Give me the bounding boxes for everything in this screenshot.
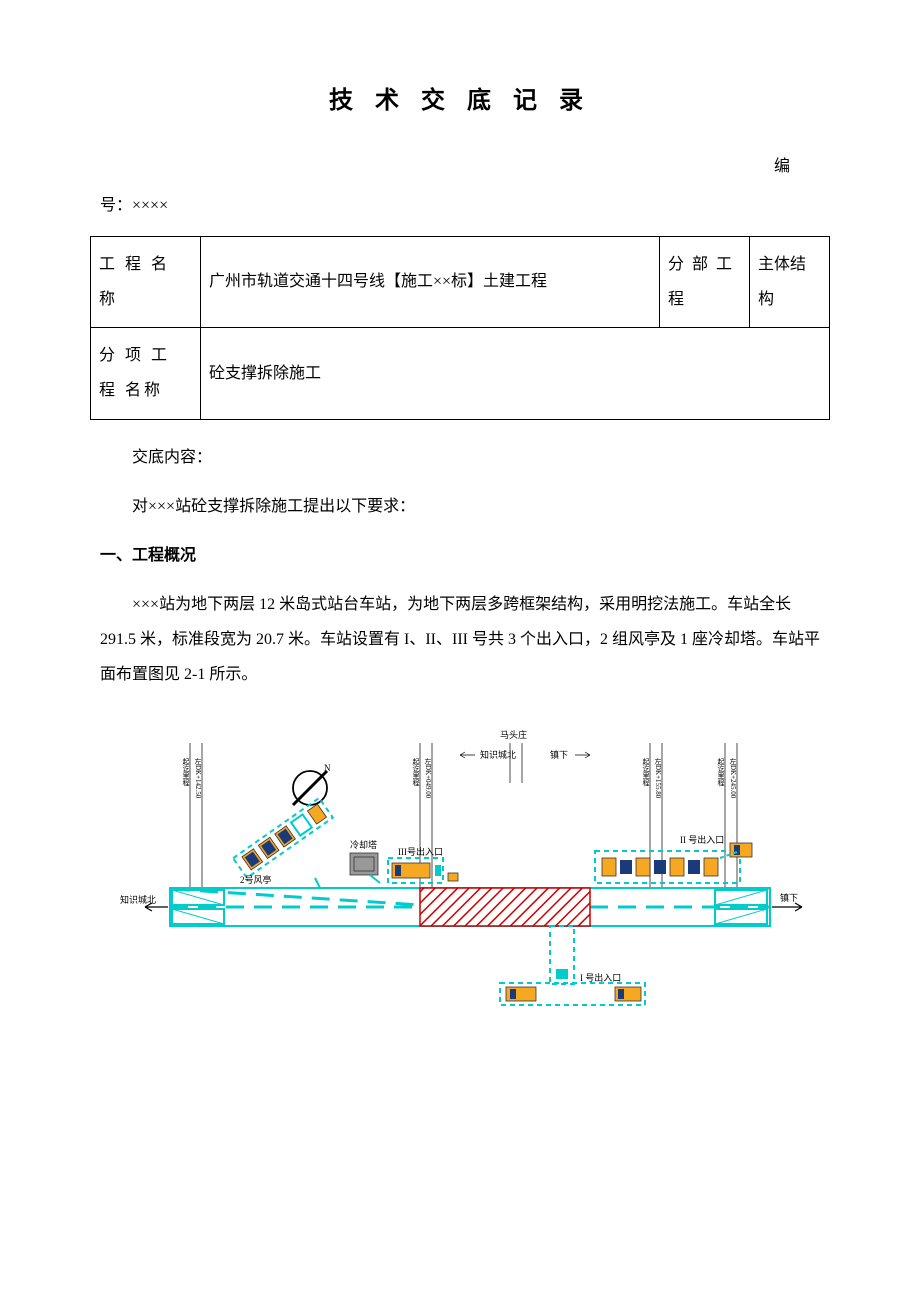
svg-text:左DK+155.80: 左DK+155.80 [654, 757, 662, 799]
label-fan-2: 2号风亭 [240, 874, 272, 885]
label-north: N [324, 763, 331, 773]
doc-number-block: 编 号：×××× [90, 153, 830, 221]
label-cooling-tower: 冷却塔 [350, 839, 377, 850]
svg-text:起讫里程: 起讫里程 [642, 758, 650, 787]
exit-3-block [388, 858, 458, 883]
diagram-svg: 马头庄 知识城北 镇下 起讫里程 左DK+142.50 起讫里程 左DK+049… [90, 723, 820, 1043]
table-row: 工 程 名 称 广州市轨道交通十四号线【施工××标】土建工程 分 部 工 程 主… [91, 236, 830, 327]
docnum-left: 号：×××× [90, 192, 830, 221]
exit-2-block [595, 843, 752, 883]
svg-text:起讫里程: 起讫里程 [182, 758, 190, 787]
label-right-direction: 镇下 [780, 892, 798, 903]
section-title-1: 一、工程概况 [100, 538, 830, 573]
svg-text:起讫里程: 起讫里程 [717, 758, 725, 787]
content-intro: 对×××站砼支撑拆除施工提出以下要求： [100, 489, 830, 524]
cell-subproject-value: 主体结构 [750, 236, 830, 327]
content-para: ×××站为地下两层 12 米岛式站台车站，为地下两层多跨框架结构，采用明挖法施工… [100, 587, 830, 693]
cell-project-name-value: 广州市轨道交通十四号线【施工××标】土建工程 [201, 236, 660, 327]
content-heading: 交底内容： [100, 440, 830, 475]
label-matouzhuang: 马头庄 [500, 729, 527, 740]
cell-item-label: 分 项 工 程 名称 [91, 328, 201, 419]
docnum-right: 编 [90, 153, 830, 182]
label-zscb-top: 知识城北 [480, 749, 516, 760]
hatched-construction-zone [420, 888, 590, 926]
svg-text:起讫里程: 起讫里程 [412, 758, 420, 787]
svg-text:左DK+049.00: 左DK+049.00 [424, 757, 432, 799]
table-row: 分 项 工 程 名称 砼支撑拆除施工 [91, 328, 830, 419]
label-zx-top: 镇下 [550, 749, 568, 760]
label-left-direction: 知识城北 [120, 894, 156, 905]
cell-subproject-label: 分 部 工 程 [660, 236, 750, 327]
cell-project-name-label: 工 程 名 称 [91, 236, 201, 327]
label-exit-2: II 号出入口 [680, 834, 724, 845]
svg-text:左DK+245.00: 左DK+245.00 [729, 757, 737, 799]
fan-pavilion-2 [233, 798, 333, 878]
station-plan-diagram: 马头庄 知识城北 镇下 起讫里程 左DK+142.50 起讫里程 左DK+049… [90, 723, 820, 1043]
svg-text:左DK+142.50: 左DK+142.50 [194, 757, 202, 799]
info-table: 工 程 名 称 广州市轨道交通十四号线【施工××标】土建工程 分 部 工 程 主… [90, 236, 830, 420]
content-body: 交底内容： 对×××站砼支撑拆除施工提出以下要求： 一、工程概况 ×××站为地下… [90, 440, 830, 693]
exit-1-block [500, 926, 645, 1005]
label-exit-3: III号出入口 [398, 846, 443, 857]
cell-item-value: 砼支撑拆除施工 [201, 328, 830, 419]
label-exit-1: I 号出入口 [580, 972, 621, 983]
doc-title: 技 术 交 底 记 录 [90, 80, 830, 123]
north-arrow-icon [293, 771, 327, 805]
